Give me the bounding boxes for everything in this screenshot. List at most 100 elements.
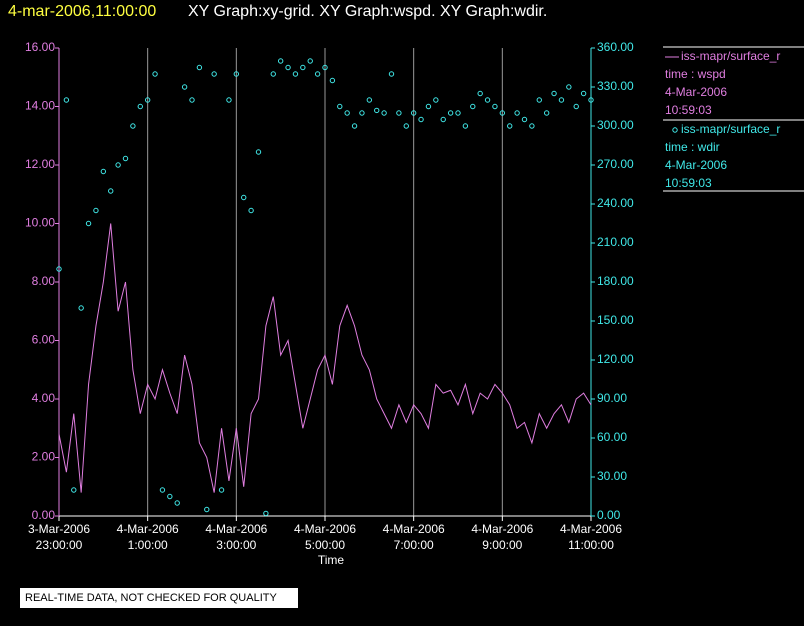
y-tick-label: 12.00 (25, 157, 55, 171)
scatter-point (514, 110, 520, 116)
scatter-point (85, 220, 92, 227)
legend-detail: 10:59:03 (665, 176, 712, 190)
scatter-point (418, 116, 424, 123)
scatter-point (277, 58, 284, 64)
line (58, 223, 592, 493)
y2-tick-label: 330.00 (597, 79, 634, 93)
scatter-point (130, 123, 136, 129)
scatter-point (167, 493, 173, 500)
scatter-point (558, 97, 565, 103)
y2-tick-label: 150.00 (597, 313, 634, 327)
chart-title: XY Graph:xy-grid. XY Graph:wspd. XY Grap… (188, 3, 547, 20)
x-tick-label: 4-Mar-2006 (294, 522, 356, 536)
y2-tick-label: 240.00 (597, 196, 634, 210)
x-tick-label: 3:00:00 (216, 538, 256, 552)
scatter-point (543, 110, 550, 116)
scatter-point (433, 97, 439, 103)
y2-tick-label: 300.00 (597, 118, 634, 132)
x-tick-label: 4-Mar-2006 (117, 522, 179, 536)
scatter-point (115, 162, 121, 168)
scatter-point (285, 64, 291, 71)
x-tick-label: 9:00:00 (482, 538, 522, 552)
scatter-point (580, 90, 587, 97)
scatter-point (248, 207, 254, 214)
y-tick-label: 2.00 (32, 450, 56, 464)
y2-tick-label: 90.00 (597, 391, 627, 405)
scatter-point (388, 71, 395, 77)
scatter-point (566, 84, 572, 90)
scatter-point (499, 110, 506, 116)
x-tick-label: 7:00:00 (394, 538, 434, 552)
scatter-point (300, 64, 306, 71)
legend-detail: 10:59:03 (665, 103, 712, 117)
footer: REAL-TIME DATA, NOT CHECKED FOR QUALITY (25, 592, 277, 604)
scatter-point (521, 116, 528, 123)
legend-detail: 4-Mar-2006 (665, 85, 727, 99)
y2-tick-label: 180.00 (597, 274, 634, 288)
scatter-point (307, 58, 313, 64)
scatter-point (374, 107, 380, 114)
scatter-point (137, 103, 143, 110)
x-tick-label: 4-Mar-2006 (205, 522, 267, 536)
scatter-point (181, 84, 188, 90)
scatter-point (56, 266, 62, 272)
y2-tick-label: 0.00 (597, 508, 621, 522)
scatter-point (292, 71, 299, 77)
scatter-point (337, 103, 343, 110)
scatter-point (551, 90, 557, 97)
scatter-point (174, 500, 180, 506)
x-tick-label: 3-Mar-2006 (28, 522, 90, 536)
scatter-point (440, 116, 446, 123)
y-tick-label: 0.00 (32, 508, 56, 522)
y-tick-label: 14.00 (25, 99, 55, 113)
scatter-point (507, 123, 513, 129)
legend-entry: iss-mapr/surface_r (681, 49, 780, 63)
x-tick-label: 11:00:00 (568, 538, 614, 552)
scatter-point (322, 64, 328, 71)
y-tick-label: 6.00 (32, 333, 56, 347)
scatter-point (100, 168, 107, 175)
scatter-point (122, 155, 129, 162)
x-axis-label: Time (318, 553, 345, 567)
title-time: 4-mar-2006,11:00:00 (8, 3, 156, 20)
scatter-point (211, 71, 217, 77)
scatter-point (71, 487, 77, 493)
scatter-point (314, 71, 321, 77)
legend-detail: 4-Mar-2006 (665, 158, 727, 172)
scatter-point (93, 207, 99, 214)
scatter-point (403, 123, 409, 129)
scatter-point (381, 110, 387, 116)
y2-tick-label: 120.00 (597, 352, 634, 366)
scatter-point (588, 97, 594, 103)
scatter-point (226, 97, 232, 103)
scatter-point (344, 110, 350, 116)
x-tick-label: 4-Mar-2006 (471, 522, 533, 536)
scatter-point (263, 510, 269, 517)
x-tick-label: 23:00:00 (36, 538, 83, 552)
y2-tick-label: 270.00 (597, 157, 634, 171)
y2-tick-label: 360.00 (597, 40, 634, 54)
scatter-point (359, 110, 365, 116)
y-tick-label: 10.00 (25, 216, 55, 230)
y-tick-label: 8.00 (32, 274, 56, 288)
y-tick-label: 4.00 (32, 391, 56, 405)
scatter-point (484, 97, 491, 103)
scatter-point (529, 123, 535, 129)
scatter-point (455, 110, 461, 116)
scatter-point (108, 188, 114, 194)
y2-tick-label: 30.00 (597, 469, 627, 483)
scatter-point (477, 90, 483, 97)
x-tick-label: 4-Mar-2006 (560, 522, 622, 536)
scatter-point (144, 97, 151, 103)
x-tick-label: 1:00:00 (128, 538, 168, 552)
scatter-point (78, 305, 84, 311)
scatter-point (196, 64, 203, 71)
scatter-point (351, 123, 358, 129)
scatter-point (241, 194, 247, 201)
scatter-point (425, 103, 432, 110)
scatter-point (410, 110, 417, 116)
footer-box (20, 588, 298, 608)
y-tick-label: 16.00 (25, 40, 55, 54)
x-tick-label: 4-Mar-2006 (383, 522, 445, 536)
